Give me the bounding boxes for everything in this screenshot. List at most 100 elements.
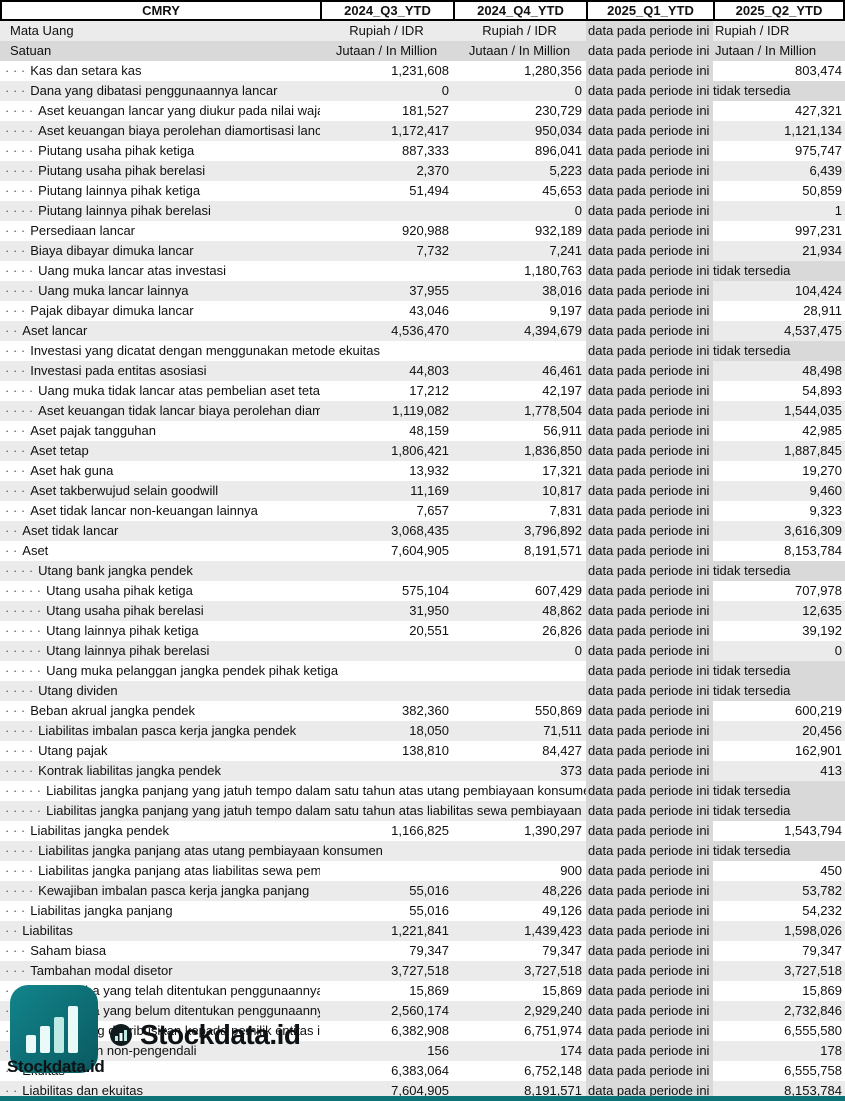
value-2024-q4-ytd: 1,778,504 — [524, 403, 582, 418]
value-2024-q3-ytd: 7,604,905 — [391, 543, 449, 558]
row-label-cell: · · · · Aset keuangan biaya perolehan dia… — [0, 121, 320, 141]
row-label-cell: · · · · · Utang lainnya pihak ketiga — [0, 621, 320, 641]
value-2025-q1-ytd: data pada periode ini tidak tersedia — [586, 281, 713, 301]
table-row: · · Ekuitas 6,383,064 6,752,148 data pada… — [0, 1061, 845, 1081]
value-2025-q2-ytd: 6,439 — [809, 163, 842, 178]
value-2024-q3-ytd: 1,221,841 — [391, 923, 449, 938]
value-2024-q3-ytd: 48,159 — [409, 423, 449, 438]
indent-dots: · · — [5, 543, 18, 558]
row-label: Aset tidak lancar — [22, 523, 119, 538]
indent-dots: · · · · — [5, 383, 34, 398]
row-label-cell: · · · · · Liabilitas jangka panjang yang … — [0, 781, 586, 801]
not-available-text: data pada periode ini tidak tersedia — [588, 363, 713, 378]
not-available-text: data pada periode ini tidak tersedia — [588, 1003, 713, 1018]
value-2024-q4-ytd: 5,223 — [549, 163, 582, 178]
value-2025-q2-ytd: 162,901 — [795, 743, 842, 758]
not-available-text: data pada periode ini tidak tersedia — [588, 1083, 713, 1098]
row-label: Kewajiban imbalan pasca kerja jangka pan… — [38, 883, 310, 898]
table-row: · · · Investasi yang dicatat dengan mengg… — [0, 341, 845, 361]
row-label: Kepentingan non-pengendali — [30, 1043, 197, 1058]
value-2025-q2-ytd: 19,270 — [802, 463, 842, 478]
row-label-cell: · · · · Piutang lainnya pihak berelasi — [0, 201, 320, 221]
not-available-text: data pada periode ini tidak tersedia — [588, 783, 791, 798]
row-label-cell: · · · · · Utang usaha pihak ketiga — [0, 581, 320, 601]
value-2024-q3-ytd: 1,231,608 — [391, 63, 449, 78]
table-row: · · · Ekuitas yang diatribusikan kepada p… — [0, 1021, 845, 1041]
value-2025-q1-ytd: data pada periode ini tidak tersedia — [586, 221, 713, 241]
row-label-cell: · · · Investasi pada entitas asosiasi — [0, 361, 320, 381]
table-row: · · · · · Uang muka pelanggan jangka pend… — [0, 661, 845, 681]
value-2024-q4-ytd: 900 — [560, 863, 582, 878]
value-2024-q4-ytd: 26,826 — [542, 623, 582, 638]
row-label-cell: Mata Uang — [0, 21, 320, 41]
table-row: · · · Investasi pada entitas asosiasi 44,… — [0, 361, 845, 381]
value-2024-q3-ytd: 11,169 — [410, 483, 449, 498]
not-available-text: data pada periode ini tidak tersedia — [588, 283, 713, 298]
row-label: Kas dan setara kas — [30, 63, 142, 78]
value-2025-q1-ytd: data pada periode ini tidak tersedia — [586, 461, 713, 481]
indent-dots: · · · · — [5, 563, 34, 578]
not-available-text: data pada periode ini tidak tersedia — [588, 623, 713, 638]
row-label-cell: · · · · Kewajiban imbalan pasca kerja jan… — [0, 881, 320, 901]
value-2025-q2-ytd: 707,978 — [795, 583, 842, 598]
row-label-cell: · · · Persediaan lancar — [0, 221, 320, 241]
indent-dots: · · · · · — [5, 643, 42, 658]
value-2025-q1-ytd: data pada periode ini tidak tersedia — [586, 641, 713, 661]
not-available-text: data pada periode ini tidak tersedia — [588, 683, 791, 698]
value-2025-q1-ytd: data pada periode ini tidak tersedia — [586, 301, 713, 321]
table-header: CMRY 2024_Q3_YTD 2024_Q4_YTD 2025_Q1_YTD… — [0, 0, 845, 21]
row-label-cell: · · · · Uang muka tidak lancar atas pembe… — [0, 381, 320, 401]
row-label-cell: · · · Biaya dibayar dimuka lancar — [0, 241, 320, 261]
table-row: · · · · Utang pajak 138,810 84,427 data p… — [0, 741, 845, 761]
value-2025-q2-ytd: 450 — [820, 863, 842, 878]
value-2024-q4-ytd: 950,034 — [535, 123, 582, 138]
value-2024-q3-ytd: 1,166,825 — [391, 823, 449, 838]
not-available-text: data pada periode ini tidak tersedia — [588, 183, 713, 198]
value-2025-q1-ytd: data pada periode ini tidak tersedia — [586, 941, 713, 961]
row-label: Pajak dibayar dimuka lancar — [30, 303, 194, 318]
indent-dots: · · · — [5, 443, 26, 458]
value-2024-q4-ytd: 1,280,356 — [524, 63, 582, 78]
not-available-text: data pada periode ini tidak tersedia — [588, 463, 713, 478]
row-label-cell: · · · Aset hak guna — [0, 461, 320, 481]
row-label-cell: · · · · Piutang usaha pihak ketiga — [0, 141, 320, 161]
table-row: Mata Uang Rupiah / IDR Rupiah / IDR data… — [0, 21, 845, 41]
row-label: Utang lainnya pihak berelasi — [46, 643, 210, 658]
row-label-cell: · · · · Liabilitas jangka panjang atas ut… — [0, 841, 586, 861]
value-2024-q3-ytd — [320, 861, 453, 881]
value-2024-q3-ytd — [320, 761, 453, 781]
indent-dots: · · · · — [5, 883, 34, 898]
value-2025-q2-ytd: 4,537,475 — [784, 323, 842, 338]
table-row: · · · Dana yang dibatasi penggunaannya la… — [0, 81, 845, 101]
row-label-cell: · · · · Utang pajak — [0, 741, 320, 761]
table-row: · · · · Piutang lainnya pihak ketiga 51,4… — [0, 181, 845, 201]
row-label-cell: · · · · Saldo laba yang belum ditentukan … — [0, 1001, 320, 1021]
value-2024-q4-ytd: 10,817 — [542, 483, 582, 498]
row-label: Utang dividen — [38, 683, 118, 698]
table-row: · · · · Liabilitas imbalan pasca kerja ja… — [0, 721, 845, 741]
value-2025-q1-ytd: data pada periode ini tidak tersedia — [586, 421, 713, 441]
indent-dots: · · · — [5, 1023, 26, 1038]
value-2024-q3-ytd: 15,869 — [409, 983, 449, 998]
row-label: Investasi pada entitas asosiasi — [30, 363, 207, 378]
value-2025-q1-ytd: data pada periode ini tidak tersedia — [586, 1021, 713, 1041]
not-available-text: data pada periode ini tidak tersedia — [588, 423, 713, 438]
table-row: · · · Kepentingan non-pengendali 156 174 … — [0, 1041, 845, 1061]
indent-dots: · · · · — [5, 743, 34, 758]
value-2025-q2-ytd: 1,598,026 — [784, 923, 842, 938]
value-2024-q4-ytd: 9,197 — [549, 303, 582, 318]
indent-dots: · · — [5, 923, 18, 938]
value-2025-q1-ytd: data pada periode ini tidak tersedia — [586, 121, 713, 141]
table-row: · · · · · Utang lainnya pihak berelasi 0 … — [0, 641, 845, 661]
value-2025-q1-ytd: data pada periode ini tidak tersedia — [586, 621, 713, 641]
value-2024-q4-ytd: 0 — [574, 83, 582, 98]
row-label-cell: · · · · Utang bank jangka pendek — [0, 561, 586, 581]
not-available-text: data pada periode ini tidak tersedia — [588, 483, 713, 498]
indent-dots: · · · · — [5, 203, 34, 218]
table-row: · · · · Saldo laba yang telah ditentukan … — [0, 981, 845, 1001]
row-label-cell: · · · · · Uang muka pelanggan jangka pend… — [0, 661, 586, 681]
row-label: Satuan — [10, 43, 52, 58]
row-label-cell: · · · Investasi yang dicatat dengan mengg… — [0, 341, 586, 361]
not-available-text: data pada periode ini tidak tersedia — [588, 143, 713, 158]
value-2024-q3-ytd: 4,536,470 — [391, 323, 449, 338]
